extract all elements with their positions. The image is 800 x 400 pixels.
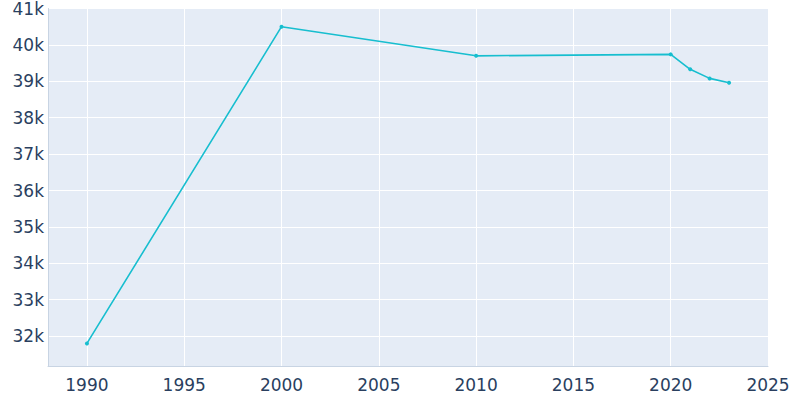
svg-text:33k: 33k (13, 290, 45, 310)
svg-text:39k: 39k (13, 71, 45, 91)
svg-text:2000: 2000 (260, 375, 303, 395)
svg-text:35k: 35k (13, 217, 45, 237)
svg-text:32k: 32k (13, 326, 45, 346)
svg-text:2005: 2005 (357, 375, 400, 395)
svg-text:40k: 40k (13, 35, 45, 55)
svg-text:1995: 1995 (163, 375, 206, 395)
svg-text:37k: 37k (13, 144, 45, 164)
svg-text:2025: 2025 (746, 375, 789, 395)
svg-text:1990: 1990 (65, 375, 108, 395)
svg-text:2010: 2010 (454, 375, 497, 395)
svg-text:34k: 34k (13, 253, 45, 273)
svg-text:36k: 36k (13, 181, 45, 201)
svg-text:2015: 2015 (552, 375, 595, 395)
svg-text:2020: 2020 (649, 375, 692, 395)
svg-text:41k: 41k (13, 0, 45, 19)
svg-text:38k: 38k (13, 108, 45, 128)
